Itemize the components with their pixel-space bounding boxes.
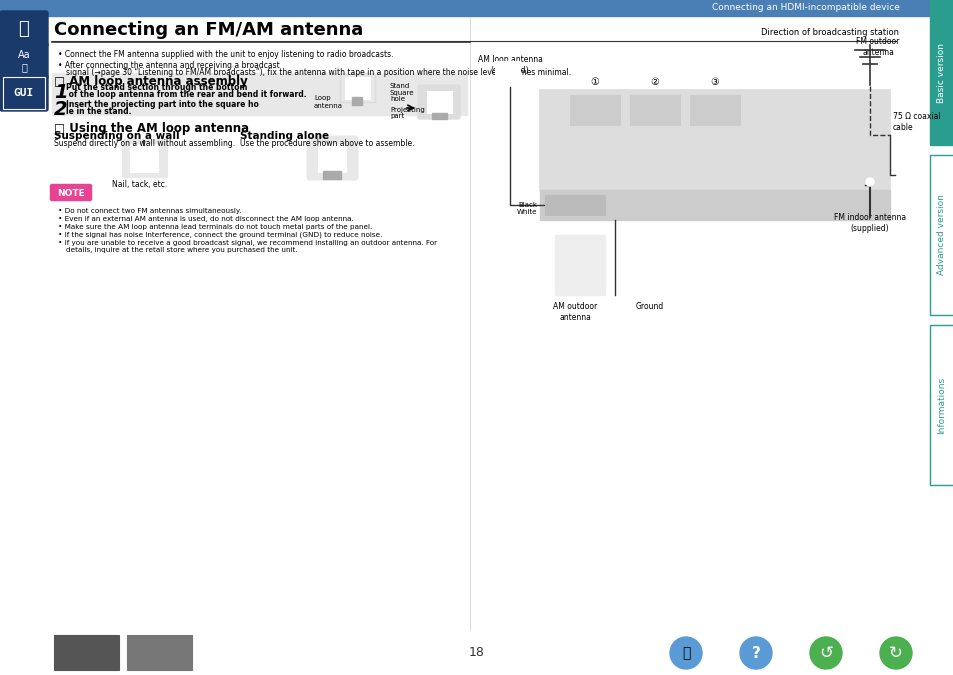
Text: Advanced version: Advanced version (937, 194, 945, 275)
Circle shape (809, 637, 841, 669)
Text: Direction of broadcasting station: Direction of broadcasting station (760, 28, 898, 37)
Text: details, inquire at the retail store where you purchased the unit.: details, inquire at the retail store whe… (66, 247, 297, 253)
Text: Put the stand section through the bottom: Put the stand section through the bottom (66, 83, 247, 92)
FancyBboxPatch shape (307, 136, 357, 180)
Bar (929, 325, 953, 485)
Bar (689, 95, 740, 125)
Bar (345, 77, 370, 99)
Bar (539, 90, 889, 190)
Text: ②: ② (650, 77, 659, 87)
Bar (0, 630, 953, 675)
Text: Informations: Informations (937, 377, 945, 433)
Text: Insert the projecting part into the square ho: Insert the projecting part into the squa… (66, 100, 258, 109)
Bar (929, 155, 953, 315)
Text: Stand: Stand (390, 83, 410, 89)
Bar (352, 97, 361, 105)
Text: Black: Black (517, 202, 537, 208)
Text: Loop
antenna: Loop antenna (314, 95, 343, 109)
Text: AM outdoor
antenna: AM outdoor antenna (553, 302, 597, 322)
Text: □ AM loop antenna assembly: □ AM loop antenna assembly (54, 75, 248, 88)
Text: ?: ? (751, 645, 760, 661)
Bar (427, 91, 452, 113)
Text: • Connect the FM antenna supplied with the unit to enjoy listening to radio broa: • Connect the FM antenna supplied with t… (58, 50, 393, 59)
Text: part: part (390, 113, 404, 119)
Text: Basic version: Basic version (937, 43, 945, 103)
Text: 75 Ω coaxial
cable: 75 Ω coaxial cable (892, 112, 940, 132)
Bar (495, 61, 519, 81)
Bar (54, 635, 119, 670)
Bar (52, 19, 895, 41)
Text: 📖: 📖 (19, 20, 30, 38)
Bar (490, 57, 524, 85)
Text: GUI: GUI (14, 88, 34, 98)
Bar (555, 235, 604, 295)
Text: FM outdoor
antenna: FM outdoor antenna (856, 37, 899, 57)
Text: • If the signal has noise interference, connect the ground terminal (GND) to red: • If the signal has noise interference, … (58, 232, 382, 238)
Text: NOTE: NOTE (57, 188, 85, 198)
Bar (432, 113, 447, 119)
Text: ③: ③ (710, 77, 719, 87)
FancyBboxPatch shape (0, 11, 48, 47)
Text: □ Using the AM loop antenna: □ Using the AM loop antenna (54, 122, 249, 135)
Text: ↺: ↺ (819, 644, 832, 662)
Text: ①: ① (590, 77, 598, 87)
Text: White: White (517, 209, 537, 215)
Circle shape (865, 178, 873, 186)
Bar (544, 195, 604, 215)
Text: Suspending on a wall: Suspending on a wall (54, 131, 179, 141)
Bar (929, 155, 953, 315)
FancyBboxPatch shape (51, 184, 91, 200)
Bar (929, 0, 953, 145)
Bar (629, 95, 679, 125)
Text: FM indoor antenna
(supplied): FM indoor antenna (supplied) (833, 213, 905, 233)
Text: Use the procedure shown above to assemble.: Use the procedure shown above to assembl… (240, 139, 414, 148)
Text: of the loop antenna from the rear and bend it forward.: of the loop antenna from the rear and be… (66, 90, 306, 99)
Bar (929, 325, 953, 485)
Text: Connecting an FM/AM antenna: Connecting an FM/AM antenna (54, 21, 363, 39)
Text: ↻: ↻ (888, 644, 902, 662)
Text: 📖: 📖 (681, 646, 689, 660)
Bar (569, 95, 619, 125)
FancyBboxPatch shape (0, 75, 48, 111)
Text: Nail, tack, etc.: Nail, tack, etc. (112, 180, 167, 189)
Text: Connecting an HDMI-incompatible device: Connecting an HDMI-incompatible device (711, 3, 899, 13)
Text: Square: Square (390, 90, 414, 96)
Text: • Make sure the AM loop antenna lead terminals do not touch metal parts of the p: • Make sure the AM loop antenna lead ter… (58, 224, 372, 230)
Text: • Do not connect two FM antennas simultaneously.: • Do not connect two FM antennas simulta… (58, 208, 241, 214)
Bar (317, 144, 346, 172)
Text: • After connecting the antenna and receiving a broadcast: • After connecting the antenna and recei… (58, 61, 282, 70)
Text: 18: 18 (469, 647, 484, 659)
Bar (52, 73, 467, 115)
Text: • If you are unable to receive a good broadcast signal, we recommend installing : • If you are unable to receive a good br… (58, 240, 436, 246)
Bar (539, 190, 889, 220)
FancyBboxPatch shape (417, 85, 459, 119)
Text: 1: 1 (54, 83, 68, 102)
Bar (0, 0, 953, 16)
Text: Aa
👓: Aa 👓 (18, 50, 30, 72)
Circle shape (669, 637, 701, 669)
Text: 2: 2 (54, 100, 68, 119)
FancyBboxPatch shape (0, 43, 48, 79)
Text: le in the stand.: le in the stand. (66, 107, 132, 116)
Bar (127, 635, 192, 670)
Text: Projecting: Projecting (390, 107, 424, 113)
Text: Standing alone: Standing alone (240, 131, 329, 141)
Text: Suspend directly on a wall without assembling.: Suspend directly on a wall without assem… (54, 139, 234, 148)
Bar (122, 139, 167, 177)
Text: AM loop antenna
(supplied): AM loop antenna (supplied) (477, 55, 542, 75)
Text: • Even if an external AM antenna is used, do not disconnect the AM loop antenna.: • Even if an external AM antenna is used… (58, 216, 354, 222)
Bar (323, 171, 340, 179)
Text: signal (→page 30 “Listening to FM/AM broadcasts”), fix the antenna with tape in : signal (→page 30 “Listening to FM/AM bro… (66, 68, 571, 77)
Circle shape (879, 637, 911, 669)
Text: Ground: Ground (636, 302, 663, 311)
Bar (339, 74, 375, 102)
Bar (130, 144, 158, 172)
Text: hole: hole (390, 96, 405, 102)
Circle shape (740, 637, 771, 669)
